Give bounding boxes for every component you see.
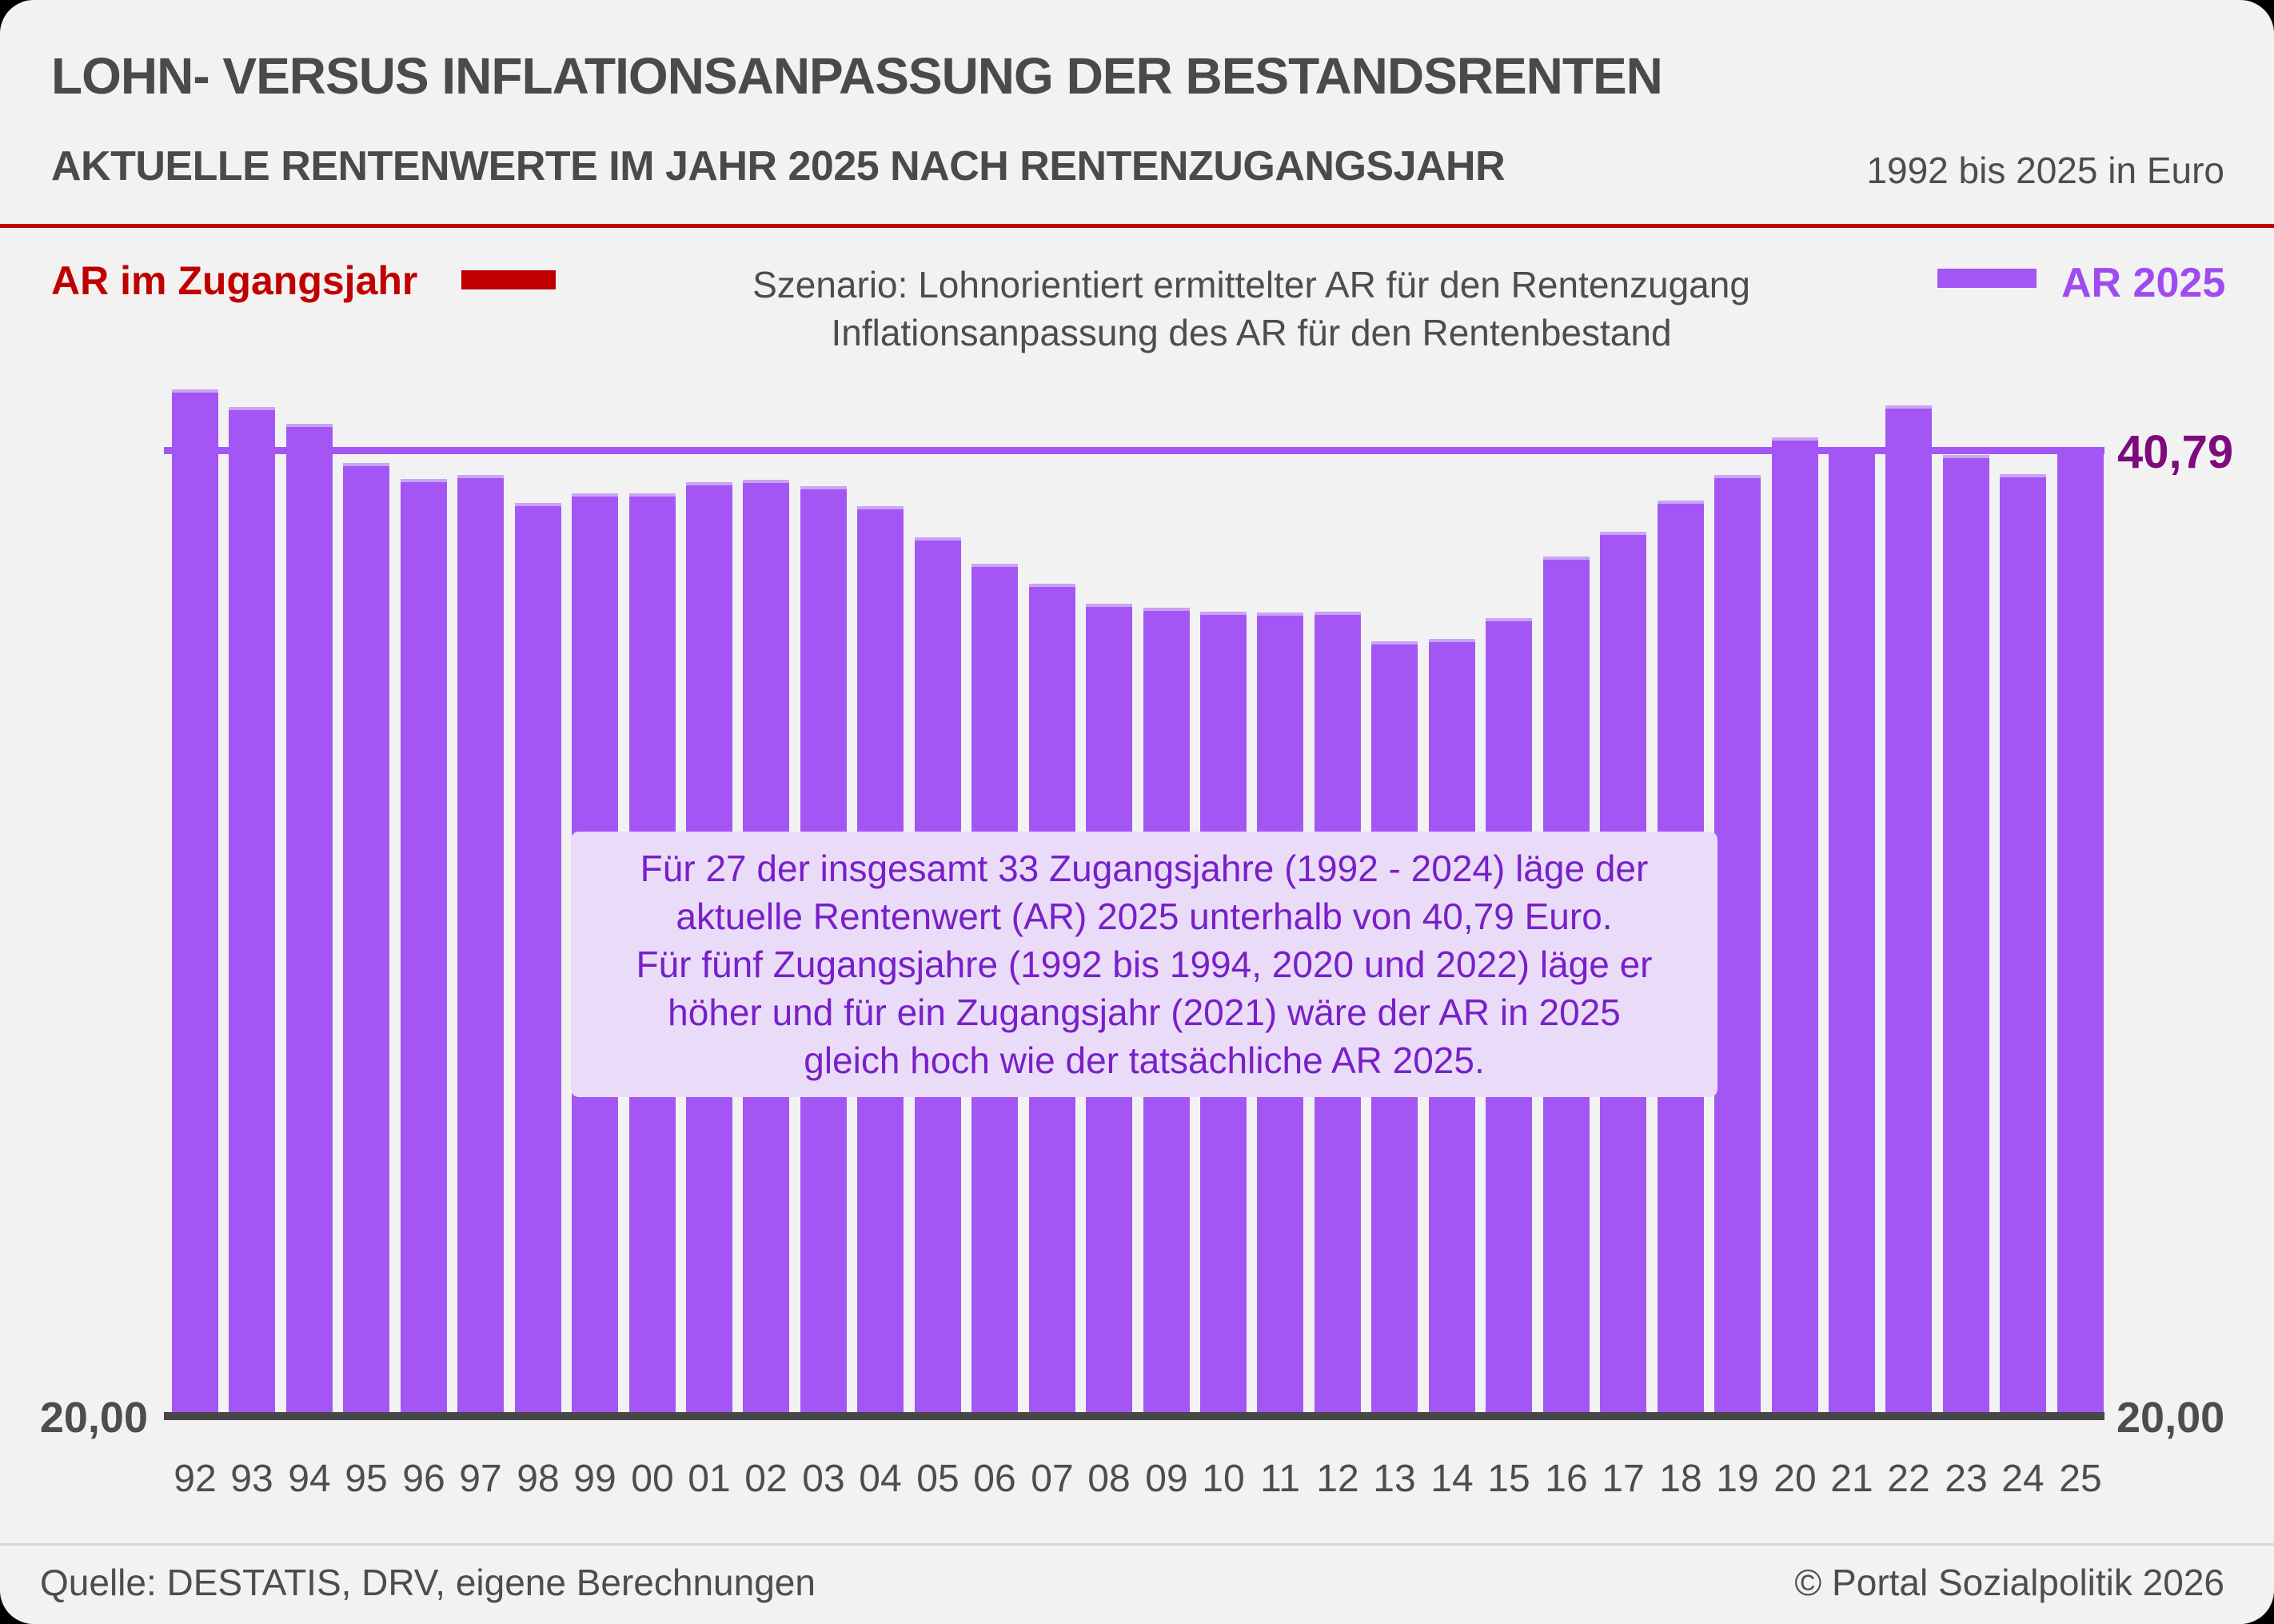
footer-divider bbox=[0, 1543, 2274, 1546]
legend-ar-zugangsjahr-label: AR im Zugangsjahr bbox=[51, 258, 418, 303]
header-divider bbox=[0, 224, 2274, 228]
x-tick-label-95: 95 bbox=[345, 1458, 388, 1500]
x-tick-label-23: 23 bbox=[1945, 1458, 1988, 1500]
x-tick-label-02: 02 bbox=[744, 1458, 788, 1500]
x-tick-label-99: 99 bbox=[573, 1458, 616, 1500]
x-tick-label-93: 93 bbox=[230, 1458, 273, 1500]
reference-line-ar-2025 bbox=[164, 447, 2104, 454]
x-tick-label-97: 97 bbox=[459, 1458, 502, 1500]
x-tick-label-24: 24 bbox=[2001, 1458, 2045, 1500]
bar-25 bbox=[2057, 451, 2104, 1412]
annotation-line-2: aktuelle Rentenwert (AR) 2025 unterhalb … bbox=[676, 896, 1613, 937]
x-tick-label-13: 13 bbox=[1373, 1458, 1416, 1500]
period-label: 1992 bis 2025 in Euro bbox=[1866, 150, 2224, 191]
bar-20 bbox=[1772, 437, 1818, 1412]
x-tick-label-11: 11 bbox=[1260, 1458, 1300, 1500]
x-tick-label-07: 07 bbox=[1031, 1458, 1074, 1500]
x-tick-label-92: 92 bbox=[174, 1458, 217, 1500]
bar-97 bbox=[457, 475, 504, 1412]
bar-92 bbox=[172, 389, 218, 1412]
y-axis-min-label-right: 20,00 bbox=[2116, 1394, 2225, 1442]
x-tick-label-94: 94 bbox=[288, 1458, 331, 1500]
x-tick-label-03: 03 bbox=[802, 1458, 845, 1500]
y-axis-min-label-left: 20,00 bbox=[39, 1394, 148, 1442]
x-tick-label-25: 25 bbox=[2059, 1458, 2102, 1500]
x-tick-label-08: 08 bbox=[1087, 1458, 1131, 1500]
x-tick-label-00: 00 bbox=[631, 1458, 674, 1500]
bar-23 bbox=[1943, 455, 1989, 1412]
x-axis-line bbox=[164, 1412, 2104, 1420]
bar-96 bbox=[401, 479, 447, 1412]
legend-ar-2025-label: AR 2025 bbox=[2061, 260, 2226, 306]
legend-purple-swatch bbox=[1937, 269, 2037, 288]
bar-94 bbox=[286, 424, 333, 1412]
x-tick-label-14: 14 bbox=[1430, 1458, 1474, 1500]
x-tick-label-04: 04 bbox=[859, 1458, 902, 1500]
x-tick-label-19: 19 bbox=[1716, 1458, 1759, 1500]
source-label: Quelle: DESTATIS, DRV, eigene Berechnung… bbox=[40, 1562, 816, 1603]
x-tick-label-21: 21 bbox=[1830, 1458, 1873, 1500]
annotation-line-5: gleich hoch wie der tatsächliche AR 2025… bbox=[804, 1039, 1485, 1081]
x-tick-label-96: 96 bbox=[402, 1458, 445, 1500]
x-tick-label-15: 15 bbox=[1487, 1458, 1530, 1500]
x-tick-label-12: 12 bbox=[1316, 1458, 1359, 1500]
scenario-line-2: Inflationsanpassung des AR für den Rente… bbox=[831, 312, 1672, 353]
bar-19 bbox=[1714, 475, 1761, 1412]
x-tick-label-20: 20 bbox=[1773, 1458, 1817, 1500]
annotation-line-1: Für 27 der insgesamt 33 Zugangsjahre (19… bbox=[640, 848, 1649, 889]
copyright-label: © Portal Sozialpolitik 2026 bbox=[1794, 1562, 2224, 1603]
x-tick-label-06: 06 bbox=[973, 1458, 1016, 1500]
bar-98 bbox=[515, 503, 561, 1412]
page-subtitle: AKTUELLE RENTENWERTE IM JAHR 2025 NACH R… bbox=[51, 143, 1506, 190]
bar-95 bbox=[343, 463, 389, 1412]
legend-red-swatch bbox=[461, 270, 556, 289]
x-tick-label-98: 98 bbox=[517, 1458, 560, 1500]
scenario-line-1: Szenario: Lohnorientiert ermittelter AR … bbox=[752, 264, 1750, 305]
bar-21 bbox=[1829, 451, 1875, 1412]
reference-line-value-label: 40,79 bbox=[2117, 426, 2234, 478]
x-tick-label-09: 09 bbox=[1145, 1458, 1188, 1500]
x-tick-label-10: 10 bbox=[1202, 1458, 1245, 1500]
annotation-line-3: Für fünf Zugangsjahre (1992 bis 1994, 20… bbox=[636, 944, 1653, 985]
x-tick-label-17: 17 bbox=[1602, 1458, 1645, 1500]
annotation-box: Für 27 der insgesamt 33 Zugangsjahre (19… bbox=[571, 832, 1717, 1097]
x-tick-label-05: 05 bbox=[916, 1458, 959, 1500]
x-tick-label-01: 01 bbox=[688, 1458, 731, 1500]
bar-22 bbox=[1885, 405, 1932, 1412]
annotation-line-4: höher und für ein Zugangsjahr (2021) wär… bbox=[668, 992, 1621, 1033]
bar-93 bbox=[229, 407, 275, 1412]
scenario-description: Szenario: Lohnorientiert ermittelter AR … bbox=[640, 261, 1863, 357]
page-title: LOHN- VERSUS INFLATIONSANPASSUNG DER BES… bbox=[51, 47, 1663, 105]
x-tick-label-18: 18 bbox=[1659, 1458, 1702, 1500]
bar-24 bbox=[2000, 474, 2046, 1412]
x-tick-label-22: 22 bbox=[1887, 1458, 1930, 1500]
x-tick-label-16: 16 bbox=[1545, 1458, 1588, 1500]
